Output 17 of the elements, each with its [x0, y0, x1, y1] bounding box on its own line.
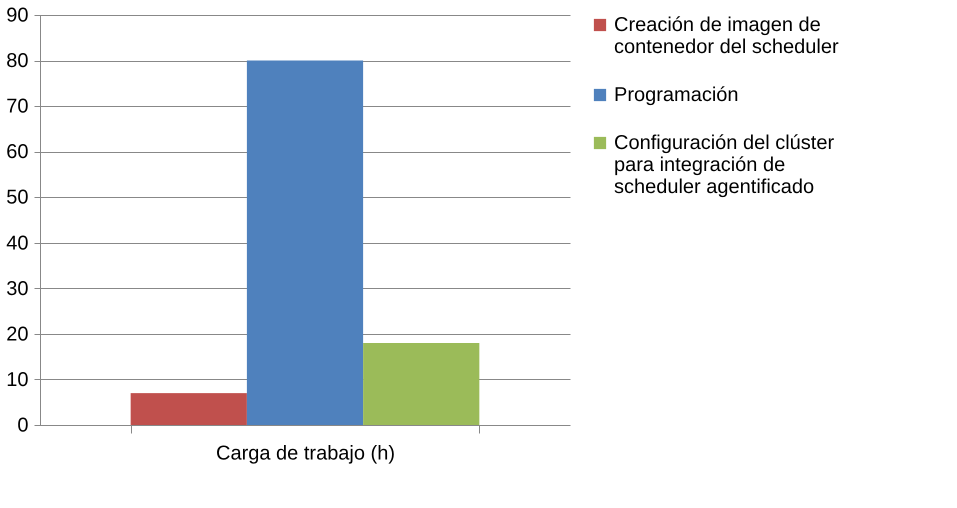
- y-tick-label: 90: [6, 4, 28, 26]
- y-tick-label: 30: [6, 278, 28, 300]
- y-tick-label: 80: [6, 50, 28, 72]
- y-tick-label: 70: [6, 96, 28, 118]
- x-tick-label: Carga de trabajo (h): [216, 442, 395, 464]
- bar: [363, 343, 480, 425]
- y-tick-label: 50: [6, 186, 28, 209]
- legend-label: Programación: [614, 84, 739, 106]
- bar: [130, 393, 247, 425]
- bar: [246, 60, 364, 425]
- y-tick-label: 60: [6, 141, 28, 164]
- y-tick-label: 20: [6, 323, 28, 346]
- legend-label: Creación de imagen de contenedor del scheduler: [614, 14, 839, 58]
- y-tick-label: 10: [6, 368, 28, 391]
- y-tick-label: 0: [17, 414, 28, 436]
- y-tick-label: 40: [6, 232, 28, 254]
- legend-label: Configuración del clúster para integración de scheduler agentificado: [614, 132, 834, 198]
